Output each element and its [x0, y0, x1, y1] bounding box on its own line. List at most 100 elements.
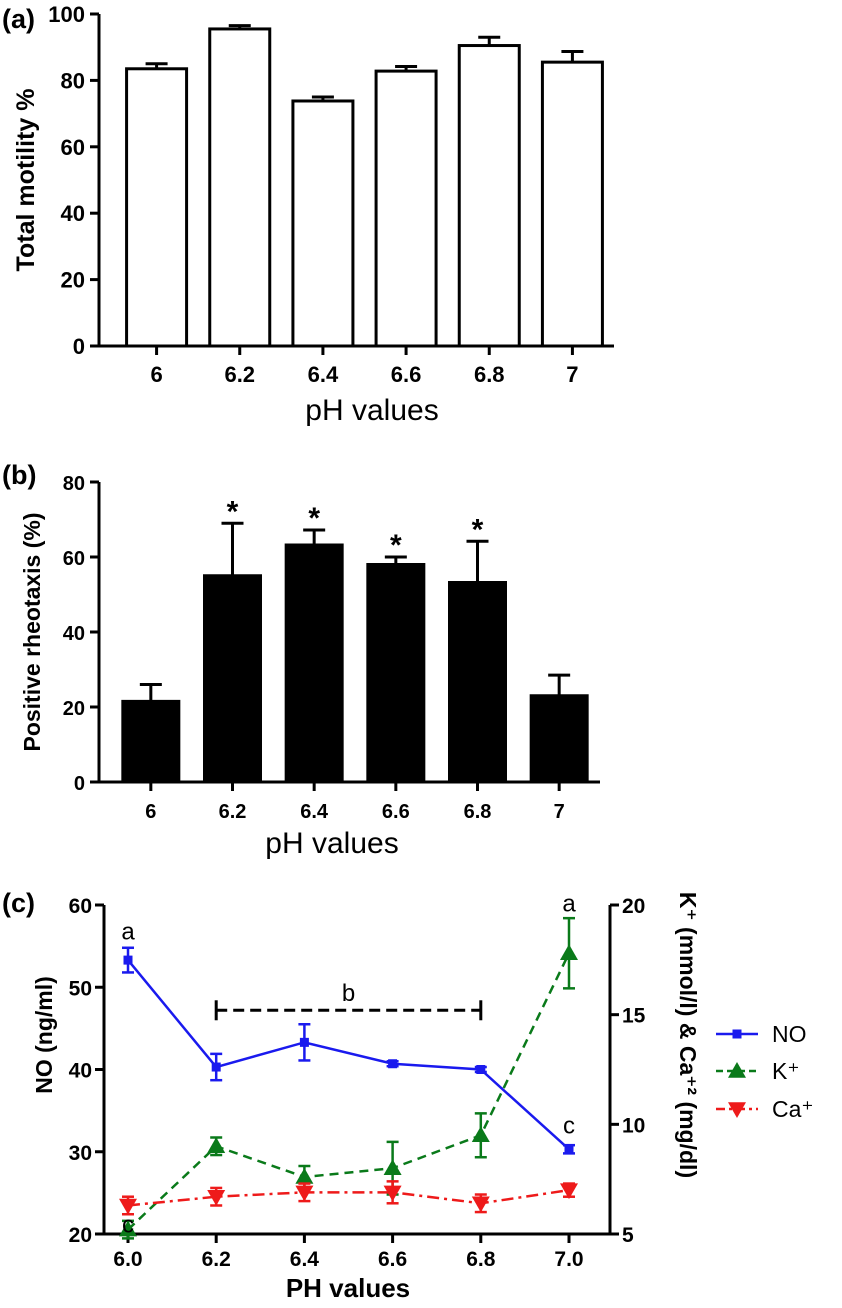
bar [284, 543, 344, 784]
x-tick-label: 6.6 [378, 1248, 407, 1271]
y-tick-label: 20 [61, 268, 85, 293]
x-tick-label: 6.8 [464, 801, 492, 823]
data-point [560, 1183, 578, 1200]
panel-label-a: (a) [2, 4, 35, 34]
data-point [295, 1185, 314, 1202]
y-tick-label-right: 10 [622, 1114, 645, 1137]
x-tick-label: 7 [566, 362, 578, 387]
y-tick-label: 80 [63, 473, 85, 495]
y-tick-label: 40 [61, 201, 85, 226]
y-axis-label: Positive rheotaxis (%) [19, 512, 45, 751]
panel-label-b: (b) [2, 460, 36, 490]
bar [529, 694, 589, 784]
bar [121, 699, 181, 784]
bar [540, 60, 604, 348]
data-point [207, 1137, 226, 1154]
significance-mark: * [227, 495, 239, 528]
bar [125, 67, 189, 348]
x-tick-label: 6.8 [466, 1248, 496, 1271]
y-tick-label-left: 40 [69, 1060, 92, 1083]
legend-marker [732, 1029, 742, 1039]
y-tick-label: 80 [61, 68, 85, 93]
panel-label-c: (c) [2, 888, 35, 918]
series-line [127, 959, 570, 1151]
data-point [119, 1198, 137, 1215]
series-line [127, 1188, 570, 1207]
legend: NO K⁺ Ca⁺ [716, 1021, 814, 1122]
legend-label: NO [772, 1021, 807, 1047]
bar [291, 99, 355, 348]
chart-panel-b: 0 20 40 60 80 6 6.2 * 6.4 * 6.6 * 6.8 * 7 pH values Po… [19, 473, 600, 860]
group-letter: c [563, 1113, 575, 1140]
data-point [123, 955, 133, 965]
data-point [383, 1159, 402, 1175]
data-point [295, 1167, 314, 1184]
chart-panel-a: 0 20 40 60 80 100 6 6.2 6.4 6.6 6.8 7 pH values Tot… [12, 2, 614, 427]
y-tick-label-right: 20 [622, 895, 645, 918]
data-point [388, 1059, 398, 1069]
series-line [127, 952, 571, 1231]
y-tick-label-left: 50 [69, 977, 92, 1000]
bar [366, 563, 426, 784]
x-tick-label: 6.6 [382, 801, 410, 823]
y-tick-label-left: 30 [69, 1142, 92, 1165]
x-tick-label: 6 [145, 801, 156, 823]
x-tick-label: 6.2 [202, 1248, 231, 1271]
data-point [476, 1065, 486, 1074]
significance-mark: * [472, 513, 484, 546]
legend-label: K⁺ [772, 1058, 799, 1084]
bar [374, 69, 438, 348]
y-tick-label: 40 [63, 623, 85, 645]
data-point [564, 1144, 574, 1154]
chart-panel-c: 20 30 40 50 60 5 10 15 20 6.0 6.2 6.4 6.6 6.8 7.0 a b a c c… [31, 891, 814, 1303]
legend-marker [728, 1062, 746, 1078]
y-axis-label-left: NO (ng/ml) [31, 976, 57, 1094]
x-tick-label: 6.4 [308, 362, 339, 387]
x-tick-label: 6.4 [290, 1248, 320, 1271]
bar [457, 44, 521, 348]
y-axis-label: Total motility % [12, 89, 40, 272]
x-tick-label: 6.4 [300, 801, 329, 823]
bar [208, 27, 272, 348]
data-point [471, 1196, 490, 1213]
y-tick-label: 20 [63, 698, 85, 720]
significance-mark: * [390, 529, 402, 562]
x-tick-label: 6 [150, 362, 162, 387]
y-tick-label-left: 60 [69, 895, 92, 918]
x-tick-label: 6.0 [113, 1248, 142, 1271]
legend-label: Ca⁺ [772, 1096, 814, 1122]
y-tick-label: 60 [63, 548, 85, 570]
y-tick-label-right: 15 [622, 1005, 646, 1028]
y-tick-label-right: 5 [622, 1224, 634, 1247]
group-letter: a [562, 891, 576, 918]
data-point [211, 1062, 221, 1072]
y-axis-label-right: K⁺ (mmol/l) & Ca⁺² (mg/dl) [675, 892, 701, 1178]
x-tick-label: 6.2 [219, 801, 247, 823]
data-point [207, 1189, 226, 1206]
x-tick-label: 6.6 [391, 362, 422, 387]
x-tick-label: 6.2 [224, 362, 255, 387]
significance-mark: * [308, 502, 320, 535]
x-axis-label: PH values [286, 1273, 410, 1303]
x-axis-label: pH values [305, 394, 438, 427]
x-tick-label: 7.0 [554, 1248, 583, 1271]
x-tick-label: 7 [554, 801, 565, 823]
bar [448, 581, 507, 784]
y-tick-label: 0 [73, 334, 85, 359]
data-point [560, 944, 578, 961]
group-letter: a [121, 919, 135, 946]
y-tick-label: 100 [48, 2, 85, 27]
data-point [119, 1220, 137, 1237]
group-letter: c [122, 1211, 134, 1238]
y-tick-label: 0 [74, 773, 85, 795]
data-point [471, 1126, 490, 1143]
group-letter: b [342, 980, 355, 1007]
bar [203, 574, 262, 784]
legend-marker [728, 1102, 746, 1118]
data-point [299, 1037, 309, 1047]
y-tick-label: 60 [61, 135, 85, 160]
x-tick-label: 6.8 [474, 362, 505, 387]
data-point [383, 1185, 402, 1202]
y-tick-label-left: 20 [69, 1224, 92, 1247]
